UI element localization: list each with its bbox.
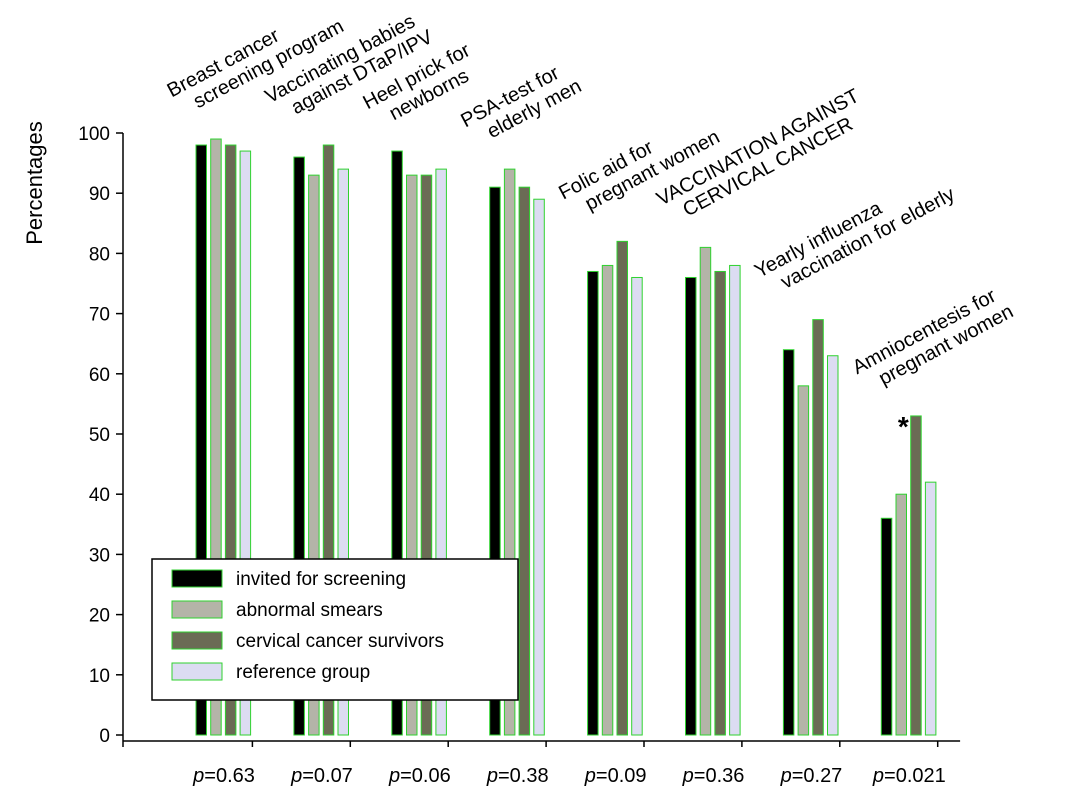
p-value-prefix: p: [192, 765, 204, 787]
y-tick-label: 10: [89, 666, 110, 687]
y-axis-label: Percentages: [22, 121, 47, 245]
y-tick-label: 60: [89, 365, 110, 386]
bar: [239, 150, 252, 736]
p-value-prefix: p: [780, 765, 792, 787]
bar: [293, 156, 305, 736]
category-label: Amniocentesis forpregnant women: [849, 281, 1017, 398]
p-value-number: =0.27: [792, 765, 843, 787]
bars: [195, 138, 937, 736]
legend-label: cervical cancer survivors: [236, 631, 444, 652]
legend-swatch: [171, 631, 223, 650]
y-tick-label: 30: [89, 545, 110, 566]
bar: [924, 481, 937, 736]
bar: [224, 144, 237, 736]
bar: [420, 174, 433, 736]
y-tick-label: 70: [89, 305, 110, 326]
bar: [195, 144, 207, 736]
p-value-prefix: p: [388, 765, 400, 787]
p-value-number: =0.38: [498, 765, 549, 787]
bar: [910, 415, 922, 736]
p-value-labels: p=0.63 p=0.07 p=0.06 p=0.38 p=0.09 p=0.36 p=0.…: [192, 765, 946, 787]
p-value-label: p=0.09: [584, 765, 647, 787]
bar: [601, 264, 614, 736]
y-tick-label: 100: [78, 124, 110, 145]
bar: [210, 138, 222, 736]
p-value-number: =0.06: [400, 765, 451, 787]
p-value-number: =0.63: [204, 765, 255, 787]
p-value-number: =0.07: [302, 765, 353, 787]
bar: [406, 174, 418, 736]
bar: [391, 150, 403, 736]
p-value-number: =0.09: [596, 765, 647, 787]
p-value-number: =0.021: [884, 765, 946, 787]
bar: [616, 240, 628, 736]
bar: [533, 198, 545, 736]
y-tick-label: 0: [99, 726, 110, 747]
p-value-number: =0.36: [694, 765, 745, 787]
bar: [782, 349, 795, 736]
bar: [518, 186, 531, 736]
bar: [631, 276, 643, 736]
bar: [322, 144, 335, 736]
legend-label: reference group: [236, 662, 370, 683]
bar: [699, 246, 712, 736]
bar: [797, 385, 810, 736]
bar: [685, 276, 697, 736]
p-value-label: p=0.63: [192, 765, 255, 787]
bar: [587, 270, 599, 736]
p-value-label: p=0.021: [872, 765, 946, 787]
p-value-label: p=0.07: [290, 765, 353, 787]
category-label: Yearly influenzavaccination for elderly: [751, 164, 958, 302]
p-value-prefix: p: [872, 765, 884, 787]
significance-asterisk: *: [898, 411, 909, 442]
y-tick-label: 50: [89, 425, 110, 446]
p-value-label: p=0.06: [388, 765, 451, 787]
legend-swatch: [171, 569, 223, 588]
y-tick-label: 80: [89, 244, 110, 265]
p-value-label: p=0.38: [486, 765, 549, 787]
bar: [308, 174, 320, 736]
bar: [714, 270, 726, 736]
bar: [827, 355, 839, 736]
legend: invited for screening abnormal smears cerv…: [151, 558, 519, 701]
p-value-prefix: p: [486, 765, 498, 787]
bar: [337, 168, 349, 736]
legend-swatch: [171, 662, 223, 681]
bar: [489, 186, 501, 736]
y-tick-label: 40: [89, 485, 110, 506]
p-value-prefix: p: [290, 765, 302, 787]
p-value-prefix: p: [584, 765, 596, 787]
bar: [503, 168, 516, 736]
x-axis: [122, 740, 961, 747]
p-value-prefix: p: [682, 765, 694, 787]
y-tick-label: 90: [89, 184, 110, 205]
bar: [435, 168, 447, 736]
bar: [880, 517, 893, 736]
y-tick-label: 20: [89, 606, 110, 627]
category-label: PSA-test forelderly men: [457, 56, 585, 152]
y-axis: 0 10 20 30 40 50 60 70 80 90 100: [78, 124, 124, 747]
legend-label: invited for screening: [236, 569, 406, 590]
legend-swatch: [171, 600, 223, 619]
p-value-label: p=0.27: [780, 765, 843, 787]
annotations: *: [898, 411, 909, 442]
legend-label: abnormal smears: [236, 600, 383, 621]
bar: [812, 319, 824, 736]
bar: [895, 493, 907, 736]
bar: [729, 264, 741, 736]
p-value-label: p=0.36: [682, 765, 745, 787]
